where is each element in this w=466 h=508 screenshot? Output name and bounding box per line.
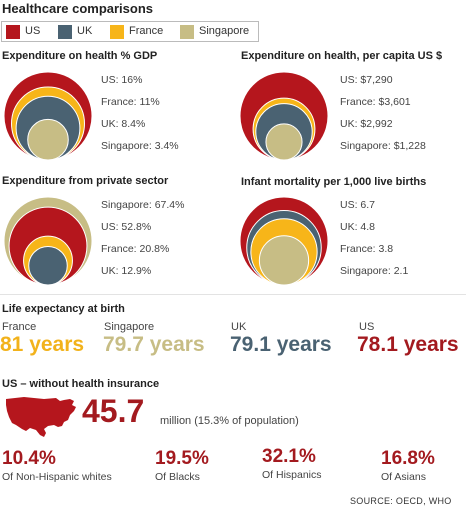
bubble-singapore <box>27 118 69 161</box>
panel-title-infant: Infant mortality per 1,000 live births <box>241 176 427 188</box>
bubble-chart-private <box>3 196 92 286</box>
us-map-icon <box>6 397 76 437</box>
infant-label-singapore: Singapore: 2.1 <box>340 265 409 277</box>
life-value-france: 81 years <box>0 333 85 356</box>
uninsured-label-asians: Of Asians <box>381 471 426 483</box>
uninsured-label-hispanics: Of Hispanics <box>262 469 322 481</box>
panel-title-uninsured: US – without health insurance <box>2 378 160 390</box>
uninsured-label-whites: Of Non-Hispanic whites <box>2 471 112 483</box>
uninsured-pct-blacks: 19.5% <box>155 448 209 469</box>
legend-label-us: US <box>25 25 41 37</box>
per-capita-label-singapore: Singapore: $1,228 <box>340 140 426 152</box>
legend-label-france: France <box>129 25 164 37</box>
uninsured-label-blacks: Of Blacks <box>155 471 200 483</box>
uninsured-unit: million (15.3% of population) <box>160 415 299 427</box>
life-country-singapore: Singapore <box>104 321 155 333</box>
uninsured-pct-whites: 10.4% <box>2 448 56 469</box>
gdp-label-singapore: Singapore: 3.4% <box>101 140 179 152</box>
legend-swatch-france <box>110 25 124 39</box>
uninsured-pct-asians: 16.8% <box>381 448 435 469</box>
per-capita-label-us: US: $7,290 <box>340 74 393 86</box>
private-label-us: US: 52.8% <box>101 221 152 233</box>
legend: US UK France Singapore <box>1 21 259 42</box>
per-capita-label-france: France: $3,601 <box>340 96 411 108</box>
gdp-label-us: US: 16% <box>101 74 143 86</box>
life-country-uk: UK <box>231 321 247 333</box>
uninsured-pct-hispanics: 32.1% <box>262 446 316 467</box>
life-value-singapore: 79.7 years <box>103 333 205 356</box>
life-country-france: France <box>2 321 37 333</box>
panel-title-per-capita: Expenditure on health, per capita US $ <box>241 50 443 62</box>
per-capita-label-uk: UK: $2,992 <box>340 118 393 130</box>
private-label-france: France: 20.8% <box>101 243 170 255</box>
uninsured-total: 45.7 <box>82 393 145 429</box>
panel-title-gdp: Expenditure on health % GDP <box>2 50 158 62</box>
divider <box>0 294 466 295</box>
life-country-us: US <box>359 321 375 333</box>
infant-label-uk: UK: 4.8 <box>340 221 376 233</box>
gdp-label-uk: UK: 8.4% <box>101 118 146 130</box>
source-note: SOURCE: OECD, WHO <box>350 496 452 506</box>
bubble-chart-per-capita <box>239 71 328 161</box>
bubble-chart-infant <box>239 196 328 286</box>
bubble-singapore <box>265 123 303 161</box>
legend-label-singapore: Singapore <box>199 25 250 37</box>
private-label-singapore: Singapore: 67.4% <box>101 199 185 211</box>
legend-label-uk: UK <box>77 25 93 37</box>
panel-title-private: Expenditure from private sector <box>2 175 169 187</box>
infant-label-us: US: 6.7 <box>340 199 376 211</box>
legend-swatch-singapore <box>180 25 194 39</box>
page-title: Healthcare comparisons <box>2 1 154 16</box>
bubble-uk <box>28 246 68 286</box>
legend-swatch-us <box>6 25 20 39</box>
bubble-singapore <box>258 235 310 286</box>
private-label-uk: UK: 12.9% <box>101 265 152 277</box>
infant-label-france: France: 3.8 <box>340 243 394 255</box>
bubble-chart-gdp <box>3 71 92 161</box>
life-value-us: 78.1 years <box>357 333 459 356</box>
panel-title-life: Life expectancy at birth <box>2 303 125 315</box>
gdp-label-france: France: 11% <box>101 96 160 108</box>
legend-swatch-uk <box>58 25 72 39</box>
life-value-uk: 79.1 years <box>230 333 332 356</box>
